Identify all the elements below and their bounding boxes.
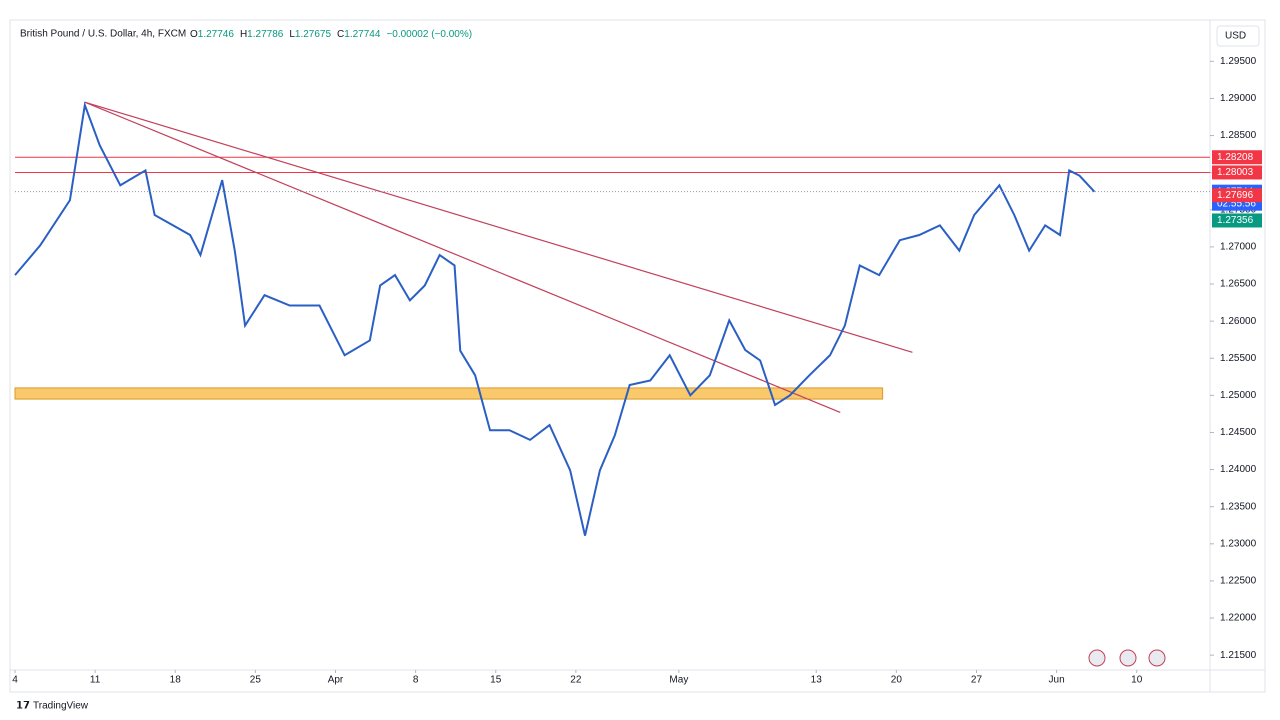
y-tick-label: 1.28500 — [1220, 130, 1257, 141]
price-tag — [1212, 188, 1262, 203]
y-tick-label: 1.25000 — [1220, 390, 1257, 401]
y-tick-label: 1.24000 — [1220, 464, 1257, 475]
currency-box[interactable] — [1216, 25, 1260, 47]
y-tick-label: 1.23500 — [1220, 501, 1257, 512]
level-label: 1.28003 — [1217, 167, 1254, 178]
support-zone — [14, 387, 884, 400]
ohlc-label: L — [289, 29, 295, 40]
y-tick-label: 1.21500 — [1220, 650, 1257, 661]
ohlc-value: 1.27746 — [198, 29, 235, 40]
x-tick-label: 4 — [12, 675, 18, 686]
price-tag — [1212, 213, 1262, 228]
x-tick-label: Jun — [1049, 675, 1065, 686]
currency: USD — [1225, 31, 1246, 42]
x-tick-label: 22 — [570, 675, 582, 686]
ohlc-value: 1.27786 — [247, 29, 284, 40]
event-icons — [1088, 649, 1166, 667]
countdown: 02:55:56 — [1217, 198, 1256, 209]
ohlc-label: C — [337, 29, 344, 40]
logo: 𝟭𝟳 — [16, 701, 30, 712]
symbol: British Pound / U.S. Dollar, 4h, FXCM — [20, 29, 186, 40]
x-tick-label: 15 — [490, 675, 502, 686]
level-label: 1.28208 — [1217, 152, 1254, 163]
x-tick-label: 27 — [971, 675, 983, 686]
price-line — [14, 101, 1096, 536]
y-tick-label: 1.24500 — [1220, 427, 1257, 438]
x-tick-label: May — [669, 675, 688, 686]
price-label: 1.27356 — [1217, 215, 1254, 226]
x-tick-label: 20 — [891, 675, 903, 686]
ohlc-value: 1.27675 — [295, 29, 332, 40]
x-tick-label: 10 — [1131, 675, 1143, 686]
x-tick-label: 11 — [90, 675, 101, 686]
level-tag — [1212, 165, 1262, 180]
y-tick-label: 1.27000 — [1220, 242, 1257, 253]
y-tick-label: 1.29000 — [1220, 93, 1257, 104]
x-tick-label: 13 — [811, 675, 823, 686]
y-tick-label: 1.26500 — [1220, 279, 1257, 290]
x-tick-label: 18 — [170, 675, 182, 686]
y-tick-label: 1.22000 — [1220, 613, 1257, 624]
x-tick-label: 25 — [250, 675, 262, 686]
y-tick-label: 1.25500 — [1220, 353, 1257, 364]
y-tick-label: 1.23000 — [1220, 538, 1257, 549]
ohlc-value: 1.27744 — [344, 29, 381, 40]
y-tick-label: 1.26000 — [1220, 316, 1257, 327]
trendline — [84, 101, 841, 413]
change: −0.00002 (−0.00%) — [386, 29, 472, 40]
ohlc-label: H — [240, 29, 247, 40]
footer: TradingView — [33, 701, 89, 712]
x-tick-label: 8 — [413, 675, 419, 686]
level-tag — [1212, 150, 1262, 165]
y-tick-label: 1.22500 — [1220, 576, 1257, 587]
trendline — [84, 101, 913, 353]
ohlc: O1.27746 H1.27786 L1.27675 C1.27744 −0.00002… — [190, 29, 472, 40]
y-tick-label: 1.29500 — [1220, 56, 1257, 67]
ohlc-label: O — [190, 29, 198, 40]
price-label: 1.27696 — [1217, 190, 1254, 201]
frame — [9, 19, 1266, 693]
x-tick-label: Apr — [328, 675, 344, 686]
